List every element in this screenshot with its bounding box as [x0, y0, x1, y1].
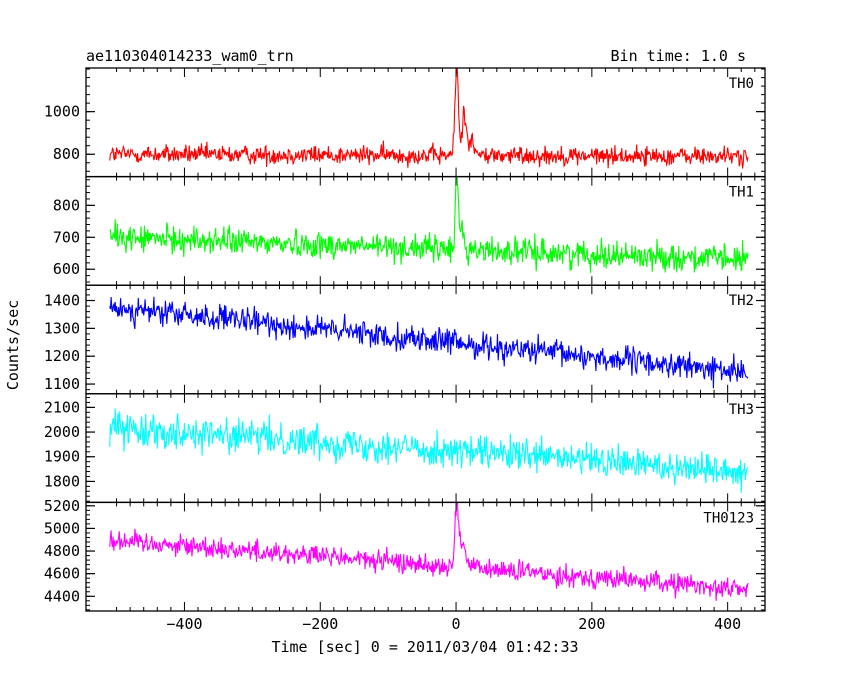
- y-tick-label: 600: [53, 260, 80, 278]
- panel-label-th2: TH2: [729, 293, 754, 309]
- y-tick-label: 1200: [44, 347, 80, 365]
- panel-th3: TH3 1800 1900 2000 2100: [44, 393, 766, 504]
- panel-frame: [85, 175, 766, 286]
- y-tick-label: 5000: [44, 519, 80, 537]
- y-axis-label: Counts/sec: [4, 300, 22, 390]
- bin-time-label: Bin time: 1.0 s: [611, 47, 746, 65]
- panel-th0123: TH0123 4400 4600 4800 5000 5200: [44, 497, 766, 612]
- series-line-th0123: [109, 502, 749, 601]
- series-line-th0: [109, 68, 749, 169]
- panel-frame: [85, 501, 766, 612]
- y-tick-label: 700: [53, 228, 80, 246]
- x-tick-label: 400: [714, 615, 741, 633]
- chart-title: ae110304014233_wam0_trn: [86, 47, 294, 65]
- x-tick-label: 200: [578, 615, 605, 633]
- panel-label-th1: TH1: [729, 185, 754, 201]
- y-tick-label: 1400: [44, 292, 80, 310]
- x-tick-label: −400: [166, 615, 202, 633]
- panel-label-th0123: TH0123: [703, 510, 754, 526]
- series-line-th1: [109, 176, 749, 273]
- y-tick-label: 2100: [44, 398, 80, 416]
- y-tick-label: 2000: [44, 423, 80, 441]
- x-axis-label: Time [sec] 0 = 2011/03/04 01:42:33: [271, 638, 578, 656]
- x-tick-label: −200: [302, 615, 338, 633]
- panel-th1: TH1 600 700 800: [53, 175, 766, 286]
- panel-th2: TH2 1100 1200 1300 1400: [44, 284, 766, 395]
- y-tick-label: 5200: [44, 497, 80, 515]
- panel-th0: TH0 800 1000: [44, 67, 766, 178]
- y-tick-label: 1300: [44, 319, 80, 337]
- y-tick-label: 4400: [44, 587, 80, 605]
- y-tick-label: 800: [53, 145, 80, 163]
- panels-group: TH0 800 1000 TH1 600 700 800 TH2 1100 1200 1300 140…: [44, 67, 766, 612]
- panel-label-th3: TH3: [729, 402, 754, 418]
- x-tick-label: 0: [452, 615, 461, 633]
- y-tick-label: 4800: [44, 542, 80, 560]
- panel-label-th0: TH0: [729, 76, 754, 92]
- y-tick-label: 1800: [44, 472, 80, 490]
- y-tick-label: 4600: [44, 565, 80, 583]
- y-tick-label: 1100: [44, 375, 80, 393]
- y-tick-label: 1000: [44, 103, 80, 121]
- y-tick-label: 1900: [44, 448, 80, 466]
- series-line-th3: [109, 408, 749, 493]
- series-line-th2: [109, 296, 749, 389]
- x-axis: −400 −200 0 200 400: [166, 615, 741, 633]
- y-tick-label: 800: [53, 196, 80, 214]
